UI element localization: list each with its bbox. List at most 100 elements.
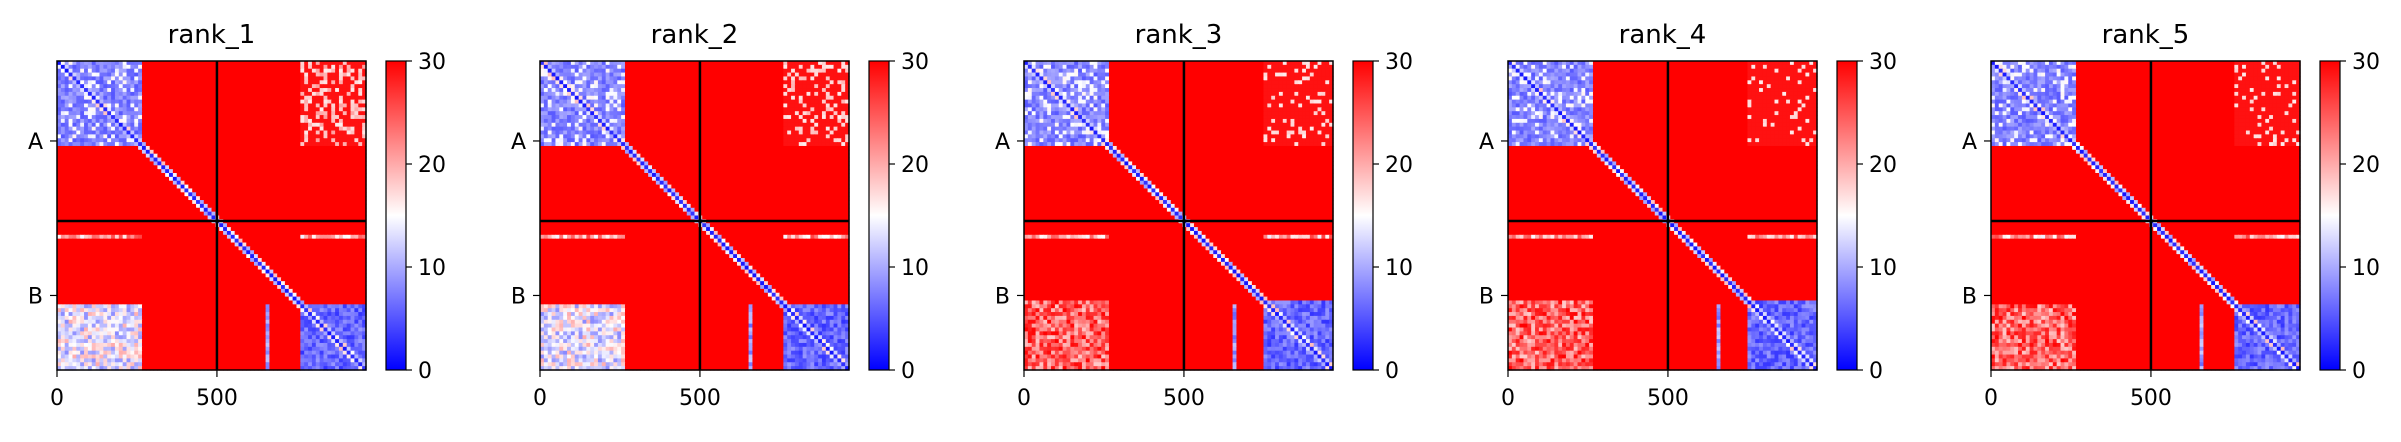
heatmap-cell [80, 223, 85, 228]
heatmap-cell [362, 107, 367, 112]
heatmap-cell [157, 88, 162, 93]
heatmap-cell [265, 130, 271, 135]
heatmap-cell [161, 107, 166, 112]
heatmap-cell [250, 180, 255, 186]
heatmap-cell [122, 257, 128, 263]
heatmap-cell [300, 111, 305, 116]
heatmap-cell [211, 234, 216, 240]
heatmap-cell [165, 254, 170, 259]
heatmap-cell [354, 281, 359, 286]
heatmap-cell [327, 76, 332, 81]
heatmap-cell [134, 285, 139, 290]
heatmap-cell [308, 254, 313, 259]
heatmap-cell [219, 72, 224, 78]
heatmap-cell [346, 72, 352, 78]
heatmap-cell [161, 207, 166, 213]
heatmap-cell [296, 223, 301, 228]
heatmap-cell [211, 64, 216, 70]
heatmap-cell [157, 227, 162, 232]
heatmap-cell [346, 149, 352, 155]
heatmap-cell [203, 188, 209, 193]
heatmap-cell [145, 107, 151, 112]
heatmap-cell [107, 281, 112, 286]
heatmap-cell [84, 265, 89, 271]
heatmap-cell [335, 111, 340, 116]
heatmap-cell [60, 261, 66, 267]
heatmap-cell [60, 184, 66, 190]
heatmap-cell [64, 215, 70, 220]
heatmap-cell [358, 265, 363, 271]
heatmap-cell [103, 238, 108, 244]
heatmap-cell [68, 203, 74, 209]
heatmap-cell [250, 91, 255, 97]
heatmap-cell [261, 230, 267, 236]
heatmap-cell [91, 122, 97, 128]
heatmap-cell [184, 61, 189, 66]
heatmap-cell [188, 115, 193, 120]
heatmap-cell [107, 273, 112, 278]
heatmap-cell [250, 184, 255, 190]
heatmap-cell [130, 234, 135, 240]
heatmap-cell [134, 149, 139, 155]
heatmap-cell [141, 91, 147, 97]
heatmap-cell [91, 269, 97, 275]
heatmap-cell [308, 296, 313, 302]
heatmap-cell [354, 153, 359, 159]
heatmap-cell [122, 254, 128, 259]
heatmap-cell [288, 149, 294, 155]
heatmap-cell [311, 242, 317, 247]
heatmap-cell [199, 261, 205, 267]
heatmap-cell [273, 285, 278, 290]
heatmap-cell [296, 169, 301, 174]
heatmap-cell [250, 76, 255, 81]
heatmap-cell [207, 80, 213, 85]
heatmap-cell [138, 95, 143, 101]
heatmap-cell [319, 234, 325, 240]
heatmap-cell [327, 95, 332, 101]
heatmap-cell [76, 68, 81, 74]
heatmap-cell [203, 215, 209, 220]
heatmap-cell [211, 292, 216, 298]
heatmap-cell [99, 161, 104, 166]
heatmap-cell [165, 211, 170, 217]
heatmap-cell [338, 257, 344, 263]
heatmap-cell [107, 265, 112, 271]
heatmap-cell [242, 184, 247, 190]
heatmap-cell [350, 91, 356, 97]
heatmap-cell [288, 200, 294, 205]
heatmap-cell [223, 196, 228, 201]
heatmap-cell [234, 103, 240, 108]
heatmap-cell [118, 165, 124, 170]
heatmap-cell [76, 250, 81, 255]
heatmap-cell [315, 68, 321, 74]
heatmap-cell [207, 103, 213, 108]
heatmap-cell [157, 165, 162, 170]
heatmap-cell [288, 288, 294, 294]
heatmap-cell [284, 145, 290, 151]
heatmap-cell [219, 200, 224, 205]
heatmap-cell [165, 80, 170, 85]
heatmap-cell [207, 188, 213, 193]
heatmap-cell [130, 72, 135, 78]
heatmap-cell [149, 180, 155, 186]
heatmap-cell [99, 285, 104, 290]
heatmap-cell [138, 180, 143, 186]
heatmap-cell [72, 138, 77, 143]
heatmap-cell [107, 76, 112, 81]
heatmap-cell [226, 238, 232, 244]
heatmap-cell [253, 277, 259, 282]
chart-title: rank_1 [168, 20, 256, 50]
heatmap-cell [118, 176, 124, 182]
heatmap-cell [99, 88, 104, 93]
heatmap-cell [335, 149, 340, 155]
heatmap-cell [57, 203, 62, 209]
heatmap-cell [358, 176, 363, 182]
heatmap-cell [273, 203, 278, 209]
heatmap-cell [223, 207, 228, 213]
heatmap-cell [219, 285, 224, 290]
heatmap-cell [219, 234, 224, 240]
heatmap-cell [323, 211, 328, 217]
heatmap-cell [149, 223, 155, 228]
heatmap-cell [288, 138, 294, 143]
heatmap-cell [207, 257, 213, 263]
